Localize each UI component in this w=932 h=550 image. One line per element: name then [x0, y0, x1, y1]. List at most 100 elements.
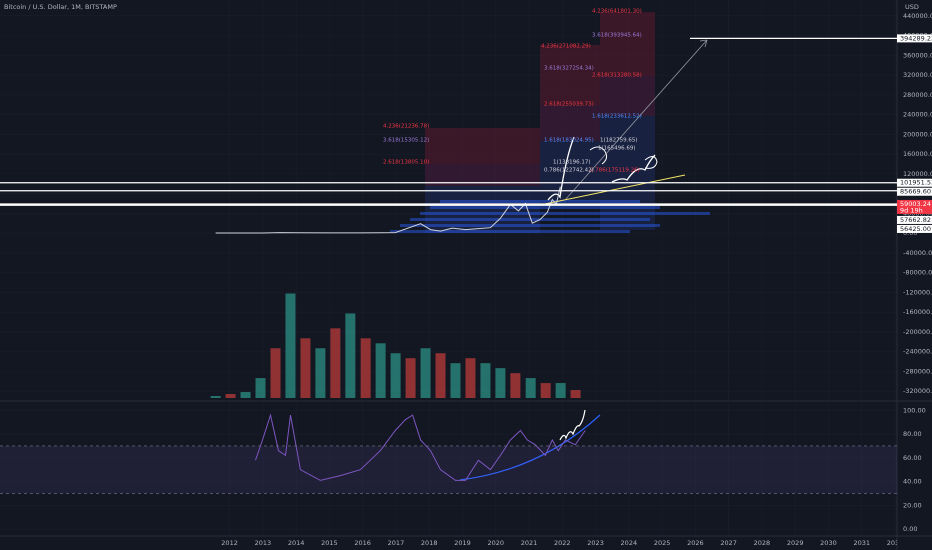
- volume-bar: [540, 383, 551, 398]
- y-tick-label: 80.00: [903, 430, 922, 438]
- sketch-path: [589, 146, 658, 169]
- y-tick-label: 360000.00: [903, 51, 932, 59]
- volume-bar: [375, 343, 386, 398]
- fib-label: 0.786(175119.26): [590, 168, 640, 174]
- price-label: 59003.24: [900, 200, 931, 208]
- price-label-box: [897, 187, 932, 196]
- x-tick-label: 2022: [554, 539, 571, 547]
- x-tick-label: 2032: [887, 539, 904, 547]
- y-tick-label: 320000.00: [903, 71, 932, 79]
- x-tick-label: 2017: [388, 539, 405, 547]
- volume-bar: [255, 378, 266, 398]
- price-label-box: [897, 224, 932, 233]
- fib-label: 1(182759.65): [600, 138, 638, 144]
- arrow-head: [699, 39, 708, 48]
- projection-arrow: [564, 39, 708, 201]
- volume-bar: [450, 363, 461, 398]
- y-tick-label: 160000.00: [903, 150, 932, 158]
- x-axis: 2012 2013 2014 2015 2016 2017 2018 2019 2020 2021…: [221, 539, 904, 547]
- price-label: 101951.53: [900, 179, 932, 187]
- volume-bar: [390, 353, 401, 398]
- price-label: 56425.00: [900, 225, 931, 233]
- x-tick-label: 2025: [654, 539, 671, 547]
- y-tick-label: 60.00: [903, 454, 922, 462]
- fib-label: 4.236(271082.29): [541, 44, 591, 50]
- y-tick-label: 20.00: [903, 501, 922, 509]
- volume-bar: [360, 338, 371, 398]
- y-tick-label: 100.00: [903, 406, 926, 414]
- y-tick-label: 120000.00: [903, 170, 932, 178]
- x-tick-label: 2016: [354, 539, 371, 547]
- price-label-box: [897, 215, 932, 224]
- volume-bar: [525, 378, 536, 398]
- fib-label: 3.618(15305.12): [383, 138, 429, 144]
- volume-bar: [330, 328, 341, 398]
- sketch-path: [547, 136, 656, 201]
- fib-label: 4.236(641801.30): [592, 9, 642, 15]
- y-tick-label: 200000.00: [903, 130, 932, 138]
- y-tick-label: -40000.00: [903, 249, 932, 257]
- volume-bar: [420, 348, 431, 398]
- price-label: 394289.23: [900, 34, 932, 42]
- x-tick-label: 2023: [587, 539, 604, 547]
- y-axis-label: USD: [905, 3, 919, 11]
- volume-bar: [240, 392, 251, 398]
- y-tick-label: -80000.00: [903, 269, 932, 277]
- y-tick-label: 280000.00: [903, 91, 932, 99]
- y-tick-label: 240000.00: [903, 111, 932, 119]
- price-label-box: [897, 199, 932, 208]
- rsi-line: [255, 413, 586, 481]
- volume-bar: [345, 313, 356, 398]
- x-tick-label: 2024: [621, 539, 638, 547]
- y-tick-label: 40.00: [903, 478, 922, 486]
- volume-bar: [210, 396, 221, 398]
- y-tick-label: -320000.00: [903, 387, 932, 395]
- volume-bar: [555, 383, 566, 398]
- fib-label: 1(138196.17): [553, 160, 591, 166]
- price-label-box: [897, 178, 932, 187]
- volume-bar: [315, 348, 326, 398]
- countdown-box: [897, 206, 932, 214]
- countdown: 9d 19h: [900, 206, 923, 214]
- y-tick-label: 0.00: [903, 525, 917, 533]
- x-tick-label: 2027: [720, 539, 737, 547]
- price-line: [215, 186, 561, 234]
- x-tick-label: 2014: [288, 539, 305, 547]
- volume-bar: [480, 363, 491, 398]
- fib-label: 0.786(122742.42): [544, 168, 594, 174]
- volume-bar: [300, 338, 311, 398]
- chart-title: Bitcoin / U.S. Dollar, 1M, BITSTAMP: [4, 3, 117, 11]
- price-label-box: [897, 34, 932, 43]
- y-tick-label: 440000.00: [903, 12, 932, 20]
- fib-label: 1(165496.69): [598, 146, 636, 152]
- fib-label: 4.236(21236.78): [383, 124, 429, 130]
- volume-profile: [390, 200, 710, 233]
- fib-label: 2.618(313280.58): [592, 73, 642, 79]
- volume-bar: [495, 368, 506, 398]
- volume-bar: [510, 373, 521, 398]
- x-tick-label: 2028: [754, 539, 771, 547]
- y-tick-label: -200000.00: [903, 328, 932, 336]
- rsi-band: [0, 445, 897, 494]
- y-tick-label: -160000.00: [903, 308, 932, 316]
- fib-label: 3.618(327254.34): [544, 66, 594, 72]
- y-tick-label: -120000.00: [903, 288, 932, 296]
- x-tick-label: 2030: [820, 539, 837, 547]
- fib-label: 1.618(233612.52): [592, 114, 642, 120]
- x-tick-label: 2026: [687, 539, 704, 547]
- rsi-sketch: [559, 409, 586, 441]
- x-tick-label: 2012: [221, 539, 238, 547]
- x-tick-label: 2020: [487, 539, 504, 547]
- fib-label: 2.618(13805.10): [383, 160, 429, 166]
- volume-bar: [225, 394, 236, 398]
- volume-bar: [285, 293, 296, 398]
- x-tick-label: 2029: [787, 539, 804, 547]
- price-label: 85669.60: [900, 188, 931, 196]
- volume-bar: [270, 348, 281, 398]
- volume-bar: [465, 358, 476, 398]
- x-tick-label: 2013: [255, 539, 272, 547]
- x-tick-label: 2018: [421, 539, 438, 547]
- y-tick-label: 0.00: [903, 229, 917, 237]
